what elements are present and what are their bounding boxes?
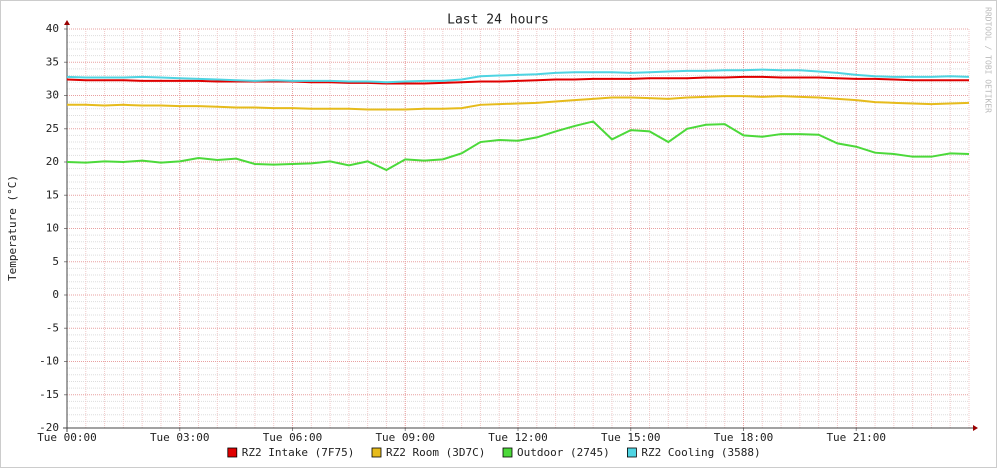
- x-axis-arrow: [973, 425, 978, 431]
- y-tick-label: 40: [46, 22, 59, 35]
- y-tick-label: 15: [46, 188, 59, 201]
- legend-label: RZ2 Cooling (3588): [641, 446, 760, 459]
- legend-label: RZ2 Intake (7F75): [242, 446, 355, 459]
- y-tick-label: 35: [46, 55, 59, 68]
- series-line: [66, 120, 970, 172]
- y-tick-label: 5: [52, 255, 59, 268]
- x-tick-label: Tue 15:00: [601, 431, 661, 444]
- chart-title: Last 24 hours: [447, 13, 549, 28]
- y-tick-label: -15: [39, 388, 59, 401]
- y-tick-label: 20: [46, 155, 59, 168]
- legend-label: RZ2 Room (3D7C): [386, 446, 485, 459]
- legend-swatch: [502, 447, 513, 458]
- series-line: [66, 75, 969, 85]
- x-tick-label: Tue 12:00: [488, 431, 548, 444]
- y-tick-label: 10: [46, 222, 59, 235]
- y-axis-label: Temperature (°C): [6, 175, 19, 281]
- x-tick-label: Tue 21:00: [826, 431, 886, 444]
- watermark: RRDTOOL / TOBI OETIKER: [984, 7, 993, 113]
- legend-swatch: [371, 447, 382, 458]
- y-tick-label: 25: [46, 122, 59, 135]
- legend-swatch: [227, 447, 238, 458]
- y-axis-arrow: [64, 20, 70, 25]
- series-line: [66, 68, 970, 84]
- series-line: [67, 95, 970, 111]
- y-tick-label: -10: [39, 355, 59, 368]
- y-tick-label: -20: [39, 421, 59, 434]
- legend-label: Outdoor (2745): [517, 446, 610, 459]
- legend-swatch: [627, 447, 637, 458]
- x-tick-label: Tue 09:00: [375, 431, 435, 444]
- x-tick-label: Tue 06:00: [263, 431, 323, 444]
- x-tick-label: Tue 00:00: [37, 431, 97, 444]
- y-tick-label: 30: [46, 89, 59, 102]
- x-tick-label: Tue 03:00: [150, 431, 210, 444]
- x-tick-label: Tue 18:00: [714, 431, 774, 444]
- y-tick-label: -5: [46, 321, 59, 334]
- y-tick-label: 0: [52, 288, 59, 301]
